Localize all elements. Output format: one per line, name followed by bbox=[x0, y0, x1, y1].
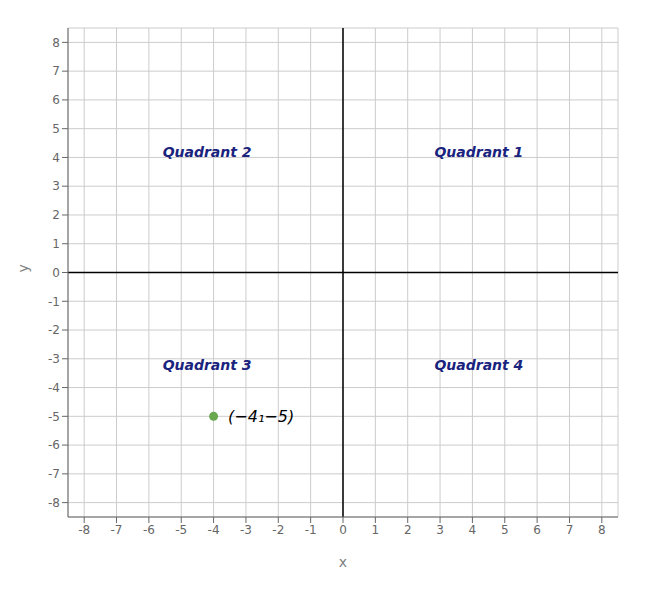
svg-text:-6: -6 bbox=[143, 523, 155, 537]
svg-text:8: 8 bbox=[52, 36, 60, 50]
svg-text:1: 1 bbox=[372, 523, 380, 537]
svg-text:-8: -8 bbox=[78, 523, 90, 537]
svg-text:1: 1 bbox=[52, 237, 60, 251]
svg-text:y: y bbox=[15, 264, 31, 272]
svg-text:5: 5 bbox=[52, 122, 60, 136]
svg-text:5: 5 bbox=[501, 523, 509, 537]
svg-text:4: 4 bbox=[469, 523, 477, 537]
svg-text:-4: -4 bbox=[48, 381, 60, 395]
svg-text:-7: -7 bbox=[111, 523, 123, 537]
svg-text:-3: -3 bbox=[240, 523, 252, 537]
svg-text:-3: -3 bbox=[48, 352, 60, 366]
svg-text:-5: -5 bbox=[175, 523, 187, 537]
svg-text:2: 2 bbox=[52, 208, 60, 222]
svg-text:Quadrant 1: Quadrant 1 bbox=[434, 144, 523, 160]
svg-text:-1: -1 bbox=[48, 295, 60, 309]
svg-text:3: 3 bbox=[436, 523, 444, 537]
svg-text:4: 4 bbox=[52, 151, 60, 165]
svg-text:0: 0 bbox=[52, 266, 60, 280]
svg-text:6: 6 bbox=[533, 523, 541, 537]
svg-text:-7: -7 bbox=[48, 467, 60, 481]
svg-text:-5: -5 bbox=[48, 410, 60, 424]
svg-text:Quadrant 4: Quadrant 4 bbox=[434, 357, 523, 373]
svg-text:2: 2 bbox=[404, 523, 412, 537]
svg-text:3: 3 bbox=[52, 179, 60, 193]
svg-text:7: 7 bbox=[566, 523, 574, 537]
svg-text:-6: -6 bbox=[48, 438, 60, 452]
svg-text:8: 8 bbox=[598, 523, 606, 537]
svg-text:-2: -2 bbox=[48, 323, 60, 337]
svg-text:7: 7 bbox=[52, 64, 60, 78]
svg-text:x: x bbox=[339, 554, 347, 570]
svg-text:0: 0 bbox=[339, 523, 347, 537]
svg-text:-2: -2 bbox=[272, 523, 284, 537]
svg-text:-8: -8 bbox=[48, 496, 60, 510]
svg-text:(−4₁−5): (−4₁−5) bbox=[228, 407, 294, 426]
svg-text:6: 6 bbox=[52, 93, 60, 107]
svg-text:Quadrant 3: Quadrant 3 bbox=[163, 357, 252, 373]
svg-text:Quadrant 2: Quadrant 2 bbox=[163, 144, 252, 160]
svg-text:-1: -1 bbox=[305, 523, 317, 537]
svg-text:-4: -4 bbox=[208, 523, 220, 537]
